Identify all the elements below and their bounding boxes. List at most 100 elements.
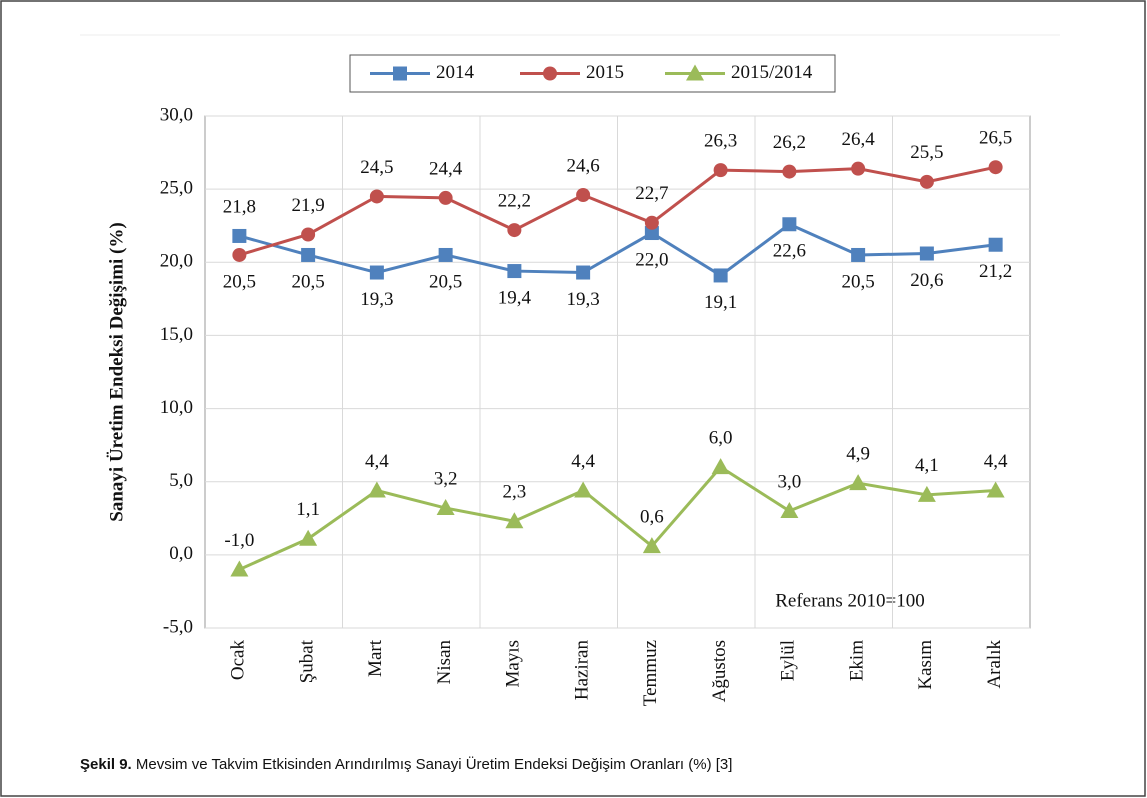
data-point bbox=[642, 537, 661, 554]
data-label: 4,4 bbox=[571, 451, 595, 472]
data-label: 24,5 bbox=[360, 157, 393, 178]
data-label: 24,6 bbox=[567, 155, 600, 176]
data-label: 26,4 bbox=[842, 129, 876, 150]
data-point bbox=[576, 187, 591, 202]
data-label: 20,5 bbox=[292, 271, 325, 292]
data-point bbox=[988, 237, 1003, 252]
data-point bbox=[782, 164, 797, 179]
legend-marker bbox=[393, 66, 407, 81]
data-point bbox=[438, 190, 453, 205]
data-label: 4,9 bbox=[846, 444, 870, 465]
data-label: 4,4 bbox=[984, 451, 1008, 472]
data-label: 19,1 bbox=[704, 292, 737, 313]
data-point bbox=[367, 481, 386, 498]
x-tick-label: Aralık bbox=[984, 640, 1005, 689]
data-point bbox=[780, 501, 799, 518]
y-tick-label: 0,0 bbox=[169, 543, 193, 564]
x-tick-label: Temmuz bbox=[640, 640, 661, 706]
data-label: 0,6 bbox=[640, 506, 664, 527]
data-point bbox=[232, 228, 247, 243]
data-point bbox=[713, 163, 728, 178]
data-point bbox=[230, 560, 249, 577]
data-point bbox=[574, 481, 593, 498]
data-point bbox=[851, 161, 866, 176]
x-tick-label: Ocak bbox=[228, 640, 249, 681]
y-axis-label: Sanayi Üretim Endeksi Değişimi (%) bbox=[106, 222, 127, 521]
caption-text: Mevsim ve Takvim Etkisinden Arındırılmış… bbox=[136, 755, 733, 773]
x-tick-label: Haziran bbox=[571, 640, 592, 701]
data-point bbox=[507, 223, 522, 238]
data-point bbox=[505, 512, 524, 529]
caption: Şekil 9. Mevsim ve Takvim Etkisinden Arı… bbox=[80, 755, 732, 773]
data-point bbox=[301, 247, 316, 262]
data-label: 4,1 bbox=[915, 455, 939, 476]
data-point bbox=[576, 265, 591, 280]
data-label: 21,8 bbox=[223, 196, 256, 217]
data-point bbox=[919, 246, 934, 261]
x-tick-label: Mart bbox=[365, 639, 386, 677]
y-tick-label: 20,0 bbox=[160, 251, 193, 272]
x-tick-label: Ekim bbox=[846, 640, 867, 681]
data-label: 20,5 bbox=[842, 271, 875, 292]
data-point bbox=[436, 499, 455, 516]
legend-label: 2014 bbox=[436, 62, 475, 83]
data-point bbox=[713, 268, 728, 283]
data-point bbox=[369, 265, 384, 280]
data-point bbox=[644, 226, 659, 241]
data-label: -1,0 bbox=[224, 530, 254, 551]
data-label: 26,2 bbox=[773, 132, 806, 153]
x-tick-label: Eylül bbox=[778, 640, 799, 681]
y-tick-label: 30,0 bbox=[160, 104, 193, 125]
data-label: 3,0 bbox=[778, 471, 802, 492]
data-point bbox=[919, 174, 934, 189]
data-label: 19,3 bbox=[360, 289, 393, 310]
data-point bbox=[299, 529, 318, 546]
data-label: 20,5 bbox=[429, 271, 462, 292]
data-label: 2,3 bbox=[503, 482, 527, 503]
data-point bbox=[711, 458, 730, 475]
data-label: 26,3 bbox=[704, 130, 737, 151]
data-label: 25,5 bbox=[910, 142, 943, 163]
y-tick-label: -5,0 bbox=[163, 616, 193, 637]
y-tick-label: 10,0 bbox=[160, 397, 193, 418]
x-tick-label: Kasım bbox=[915, 640, 936, 690]
data-point bbox=[782, 217, 797, 232]
y-tick-label: 5,0 bbox=[169, 470, 193, 491]
series-line bbox=[238, 465, 996, 571]
legend-marker bbox=[543, 66, 557, 81]
y-tick-label: 25,0 bbox=[160, 178, 193, 199]
data-label: 4,4 bbox=[365, 451, 389, 472]
data-label: 20,6 bbox=[910, 270, 943, 291]
legend-marker bbox=[686, 64, 704, 81]
x-tick-label: Şubat bbox=[296, 639, 317, 683]
data-point bbox=[917, 485, 936, 502]
data-label: 21,2 bbox=[979, 261, 1012, 282]
x-tick-label: Mayıs bbox=[503, 640, 524, 688]
data-label: 3,2 bbox=[434, 468, 458, 489]
x-tick-label: Nisan bbox=[434, 640, 455, 685]
data-point bbox=[507, 264, 522, 279]
data-label: 6,0 bbox=[709, 427, 733, 448]
data-label: 19,4 bbox=[498, 287, 532, 308]
data-label: 22,7 bbox=[635, 183, 668, 204]
legend-label: 2015 bbox=[586, 62, 624, 83]
data-point bbox=[301, 227, 316, 242]
data-point bbox=[644, 215, 659, 230]
data-label: 20,5 bbox=[223, 271, 256, 292]
data-point bbox=[851, 247, 866, 262]
y-tick-label: 15,0 bbox=[160, 324, 193, 345]
data-label: 22,0 bbox=[635, 249, 668, 270]
data-label: 26,5 bbox=[979, 128, 1012, 149]
annotation: Referans 2010=100 bbox=[775, 590, 925, 611]
data-point bbox=[232, 247, 247, 262]
data-label: 21,9 bbox=[292, 195, 325, 216]
data-point bbox=[849, 474, 868, 491]
data-label: 22,6 bbox=[773, 241, 806, 262]
data-label: 24,4 bbox=[429, 158, 463, 179]
legend-box bbox=[349, 54, 836, 93]
series-line bbox=[238, 222, 996, 278]
x-tick-label: Ağustos bbox=[709, 640, 730, 702]
data-label: 22,2 bbox=[498, 190, 531, 211]
